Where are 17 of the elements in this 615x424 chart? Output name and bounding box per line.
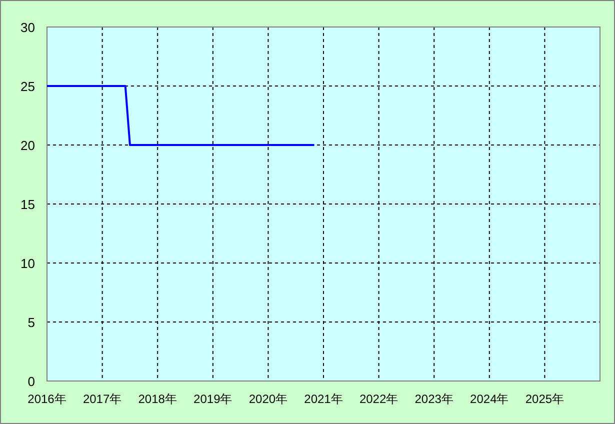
y-tick-label: 25 [20,79,35,94]
x-tick-label: 2016年 [28,392,66,406]
x-tick-label: 2017年 [82,392,122,406]
y-tick-label: 20 [20,138,35,153]
x-tick-label: 2022年 [359,392,398,406]
y-tick-label: 0 [28,374,35,389]
x-tick-label: 2019年 [194,392,232,406]
x-tick-label: 2024年 [470,392,509,406]
y-tick-label: 10 [20,256,35,271]
x-tick-label: 2020年 [248,392,288,406]
y-tick-label: 30 [20,20,35,35]
y-tick-label: 5 [28,315,35,330]
x-tick-label: 2021年 [304,392,343,406]
x-tick-label: 2018年 [138,392,177,406]
y-tick-label: 15 [20,197,35,212]
x-tick-label: 2023年 [414,392,454,406]
x-tick-label: 2025年 [525,392,564,406]
